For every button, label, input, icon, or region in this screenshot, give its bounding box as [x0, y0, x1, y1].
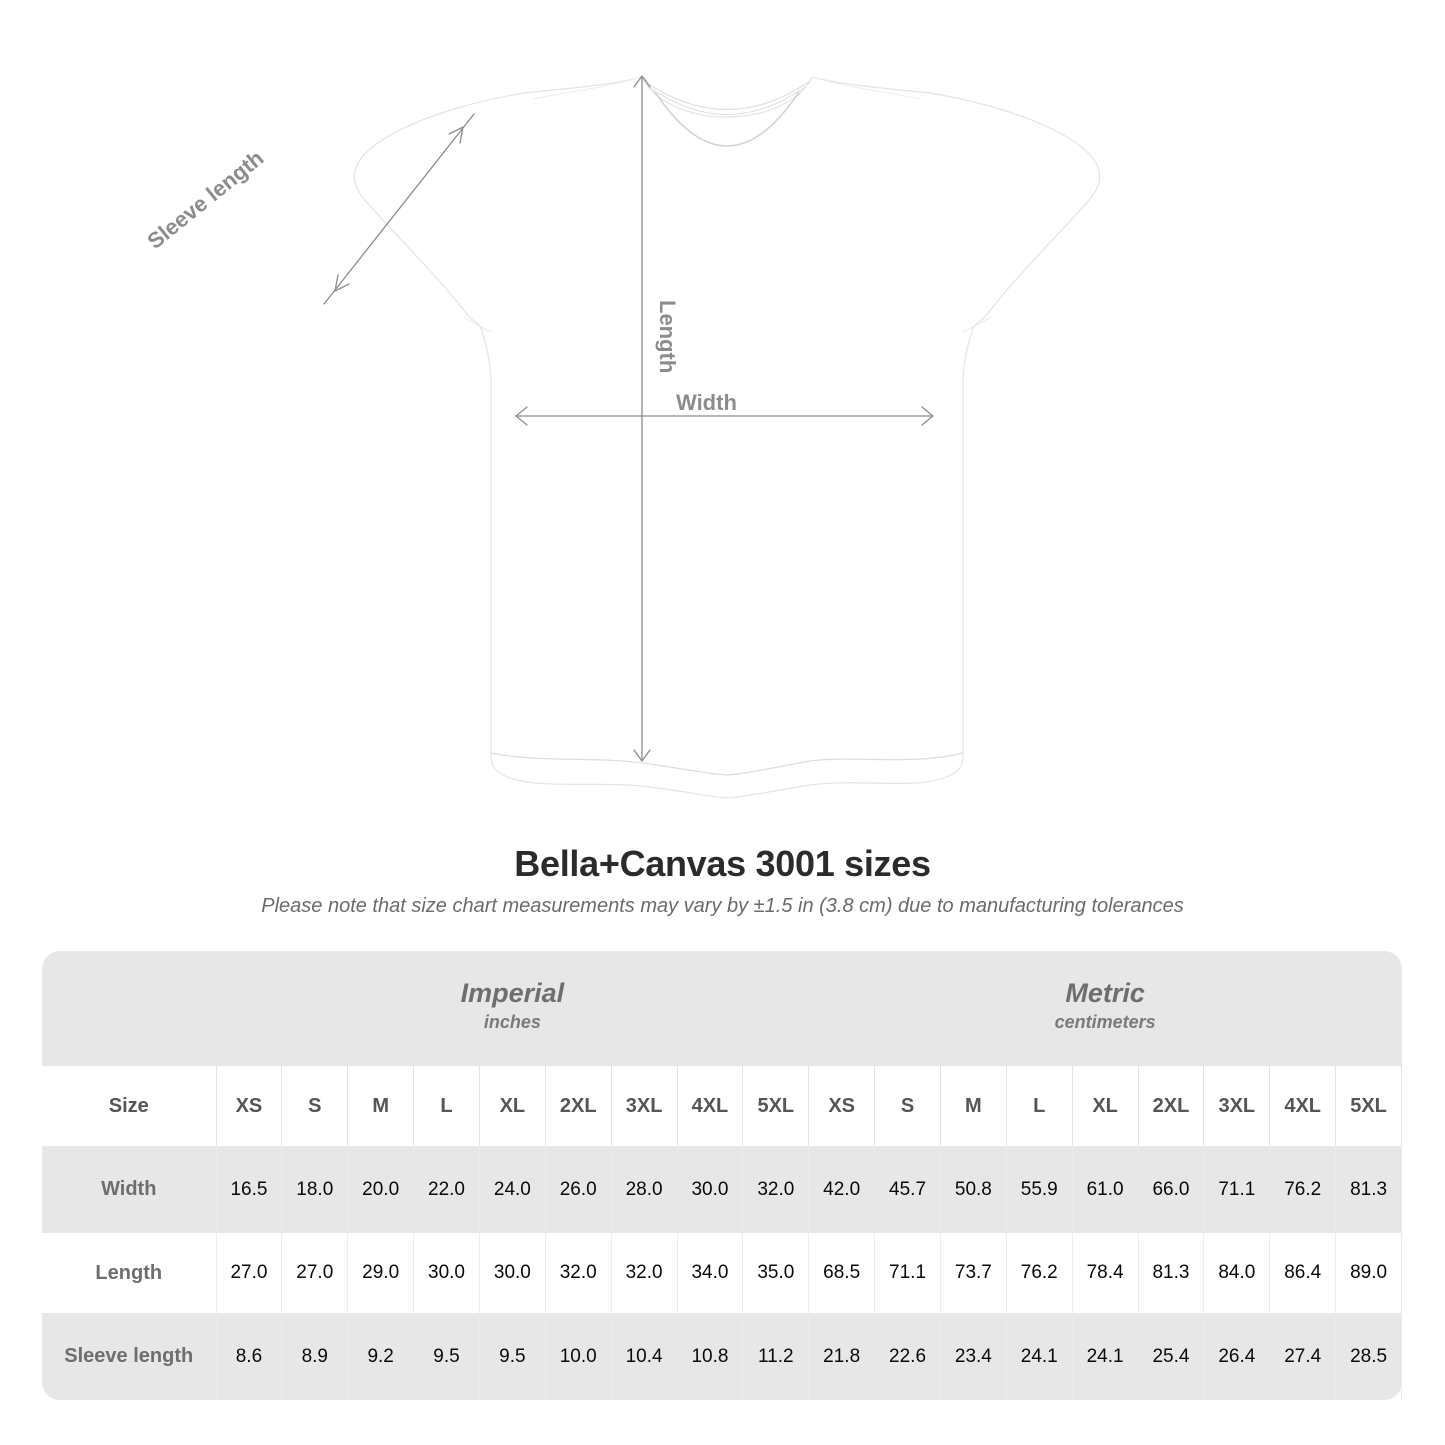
svg-text:Sleeve length: Sleeve length: [142, 145, 268, 254]
svg-text:Length: Length: [655, 300, 680, 373]
svg-text:Width: Width: [676, 390, 737, 415]
